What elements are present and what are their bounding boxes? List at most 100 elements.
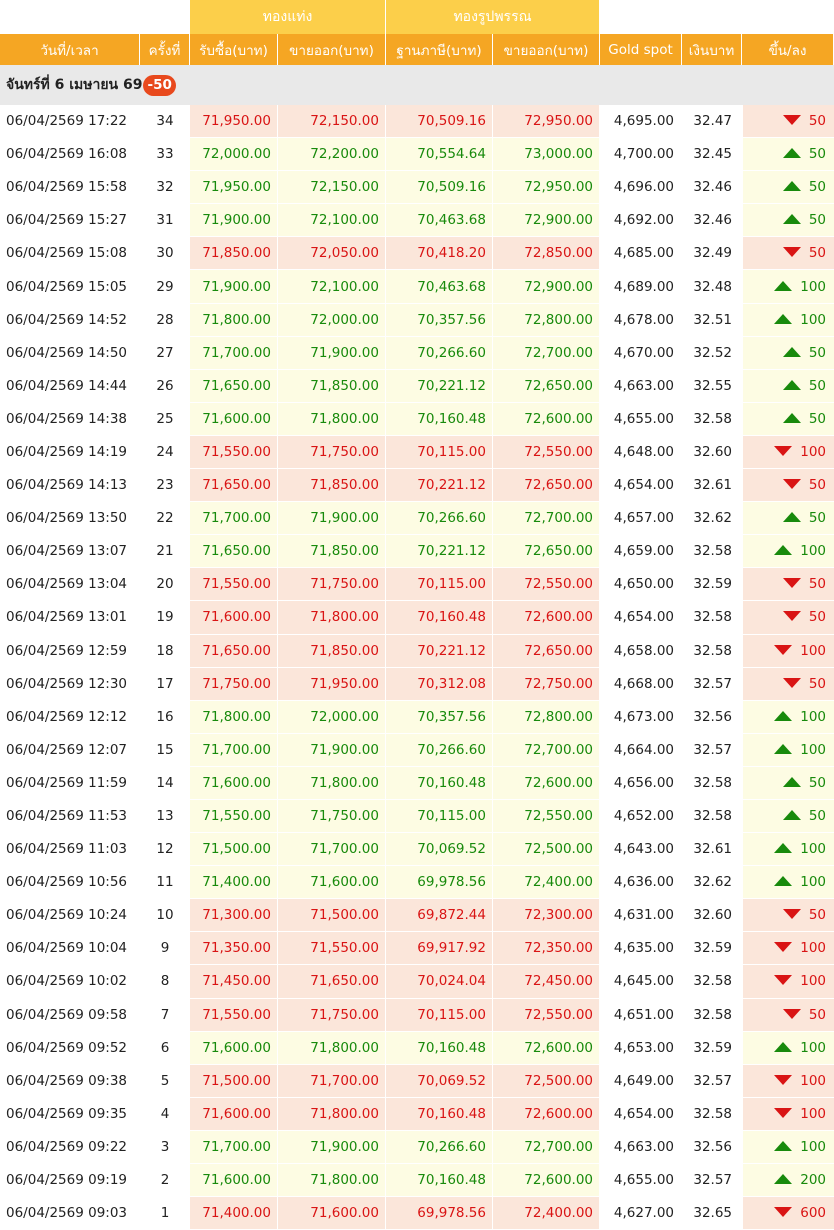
cell-bar-sell: 72,100.00 xyxy=(278,204,386,238)
change-value: 50 xyxy=(808,609,827,626)
cell-ornament-base: 70,418.20 xyxy=(386,237,493,271)
cell-datetime: 06/04/2569 11:59 xyxy=(0,767,140,800)
cell-ornament-base: 70,160.48 xyxy=(386,1097,493,1131)
arrow-up-icon xyxy=(782,776,801,787)
cell-bar-buy: 71,550.00 xyxy=(190,998,278,1032)
cell-change: 100 xyxy=(742,1031,834,1065)
cell-bar-buy: 71,450.00 xyxy=(190,965,278,999)
cell-ornament-base: 69,917.92 xyxy=(386,932,493,966)
change-value: 100 xyxy=(800,973,827,990)
cell-thb: 32.56 xyxy=(682,701,743,734)
cell-ornament-base: 70,312.08 xyxy=(386,667,493,701)
cell-change: 100 xyxy=(742,303,834,337)
group-header-gold-bar: ทองแท่ง xyxy=(190,0,386,34)
cell-no: 16 xyxy=(140,701,190,734)
cell-ornament-sell: 72,550.00 xyxy=(493,998,601,1032)
change-value: 50 xyxy=(808,675,827,692)
cell-no: 33 xyxy=(140,138,190,172)
cell-bar-sell: 71,750.00 xyxy=(278,568,386,602)
table-row: 06/04/2569 09:58 7 71,550.00 71,750.00 70,11… xyxy=(0,998,834,1032)
cell-thb: 32.60 xyxy=(682,899,743,933)
arrow-down-icon xyxy=(782,247,801,258)
cell-datetime: 06/04/2569 12:59 xyxy=(0,635,140,668)
cell-datetime: 06/04/2569 11:53 xyxy=(0,800,140,834)
cell-ornament-sell: 72,400.00 xyxy=(493,1197,601,1230)
table-row: 06/04/2569 15:27 31 71,900.00 72,100.00 70,4… xyxy=(0,204,834,238)
cell-bar-buy: 71,700.00 xyxy=(190,502,278,536)
cell-gold-spot: 4,627.00 xyxy=(600,1197,683,1230)
cell-bar-sell: 71,800.00 xyxy=(278,1164,386,1198)
cell-ornament-base: 70,221.12 xyxy=(386,469,493,503)
cell-change: 50 xyxy=(742,237,834,271)
cell-ornament-base: 70,160.48 xyxy=(386,402,493,436)
cell-ornament-base: 70,160.48 xyxy=(386,601,493,635)
cell-datetime: 06/04/2569 15:58 xyxy=(0,171,140,205)
cell-ornament-sell: 72,600.00 xyxy=(493,1097,601,1131)
cell-no: 4 xyxy=(140,1098,190,1131)
cell-change: 50 xyxy=(742,667,834,701)
cell-bar-buy: 71,950.00 xyxy=(190,171,278,205)
cell-ornament-sell: 72,700.00 xyxy=(493,733,601,767)
cell-ornament-sell: 72,500.00 xyxy=(493,833,601,867)
change-value: 50 xyxy=(808,576,827,593)
cell-datetime: 06/04/2569 11:03 xyxy=(0,833,140,867)
cell-no: 19 xyxy=(140,601,190,635)
cell-gold-spot: 4,635.00 xyxy=(600,932,683,966)
cell-bar-buy: 71,900.00 xyxy=(190,204,278,238)
cell-ornament-base: 70,357.56 xyxy=(386,303,493,337)
change-value: 100 xyxy=(800,1039,827,1056)
arrow-down-icon xyxy=(782,479,801,490)
table-row: 06/04/2569 17:22 34 71,950.00 72,150.00 70,5… xyxy=(0,105,834,139)
cell-bar-buy: 71,650.00 xyxy=(190,535,278,569)
cell-bar-sell: 71,850.00 xyxy=(278,369,386,403)
cell-no: 32 xyxy=(140,171,190,205)
cell-datetime: 06/04/2569 15:08 xyxy=(0,237,140,271)
col-header-change: ขึ้น/ลง xyxy=(742,34,834,65)
cell-ornament-base: 70,115.00 xyxy=(386,998,493,1032)
cell-ornament-sell: 72,700.00 xyxy=(493,336,601,370)
change-value: 100 xyxy=(800,1138,827,1155)
group-header-blank xyxy=(0,0,190,34)
cell-ornament-sell: 72,500.00 xyxy=(493,1064,601,1098)
cell-ornament-sell: 72,550.00 xyxy=(493,435,601,470)
cell-change: 600 xyxy=(742,1197,834,1230)
cell-gold-spot: 4,664.00 xyxy=(600,734,683,767)
arrow-down-icon xyxy=(774,1074,793,1085)
cell-no: 27 xyxy=(140,337,190,370)
table-row: 06/04/2569 13:04 20 71,550.00 71,750.00 70,1… xyxy=(0,568,834,602)
cell-bar-buy: 71,350.00 xyxy=(190,932,278,966)
cell-change: 50 xyxy=(742,469,834,503)
arrow-down-icon xyxy=(782,909,801,920)
cell-bar-sell: 71,650.00 xyxy=(278,965,386,999)
cell-change: 100 xyxy=(742,700,834,734)
cell-change: 50 xyxy=(742,105,834,139)
cell-no: 6 xyxy=(140,1032,190,1065)
cell-no: 22 xyxy=(140,502,190,536)
cell-no: 18 xyxy=(140,635,190,668)
cell-thb: 32.47 xyxy=(682,105,743,139)
change-value: 50 xyxy=(808,477,827,494)
cell-thb: 32.57 xyxy=(682,1164,743,1198)
cell-no: 20 xyxy=(140,568,190,602)
change-value: 100 xyxy=(800,278,827,295)
day-header-row: จันทร์ที่ 6 เมษายน 69 -50 xyxy=(0,65,834,105)
cell-bar-buy: 71,400.00 xyxy=(190,1197,278,1230)
cell-no: 11 xyxy=(140,866,190,900)
cell-bar-buy: 71,750.00 xyxy=(190,667,278,701)
cell-no: 14 xyxy=(140,767,190,800)
change-value: 50 xyxy=(808,212,827,229)
arrow-up-icon xyxy=(774,710,793,721)
cell-bar-buy: 72,000.00 xyxy=(190,138,278,172)
arrow-up-icon xyxy=(782,346,801,357)
cell-ornament-sell: 72,800.00 xyxy=(493,303,601,337)
cell-ornament-base: 70,160.48 xyxy=(386,766,493,800)
cell-datetime: 06/04/2569 09:22 xyxy=(0,1131,140,1164)
change-value: 100 xyxy=(800,841,827,858)
cell-ornament-sell: 72,550.00 xyxy=(493,568,601,602)
cell-gold-spot: 4,652.00 xyxy=(600,800,683,834)
cell-thb: 32.58 xyxy=(682,403,743,436)
cell-bar-sell: 72,100.00 xyxy=(278,270,386,304)
arrow-up-icon xyxy=(774,545,793,556)
cell-thb: 32.62 xyxy=(682,866,743,900)
cell-no: 30 xyxy=(140,237,190,271)
